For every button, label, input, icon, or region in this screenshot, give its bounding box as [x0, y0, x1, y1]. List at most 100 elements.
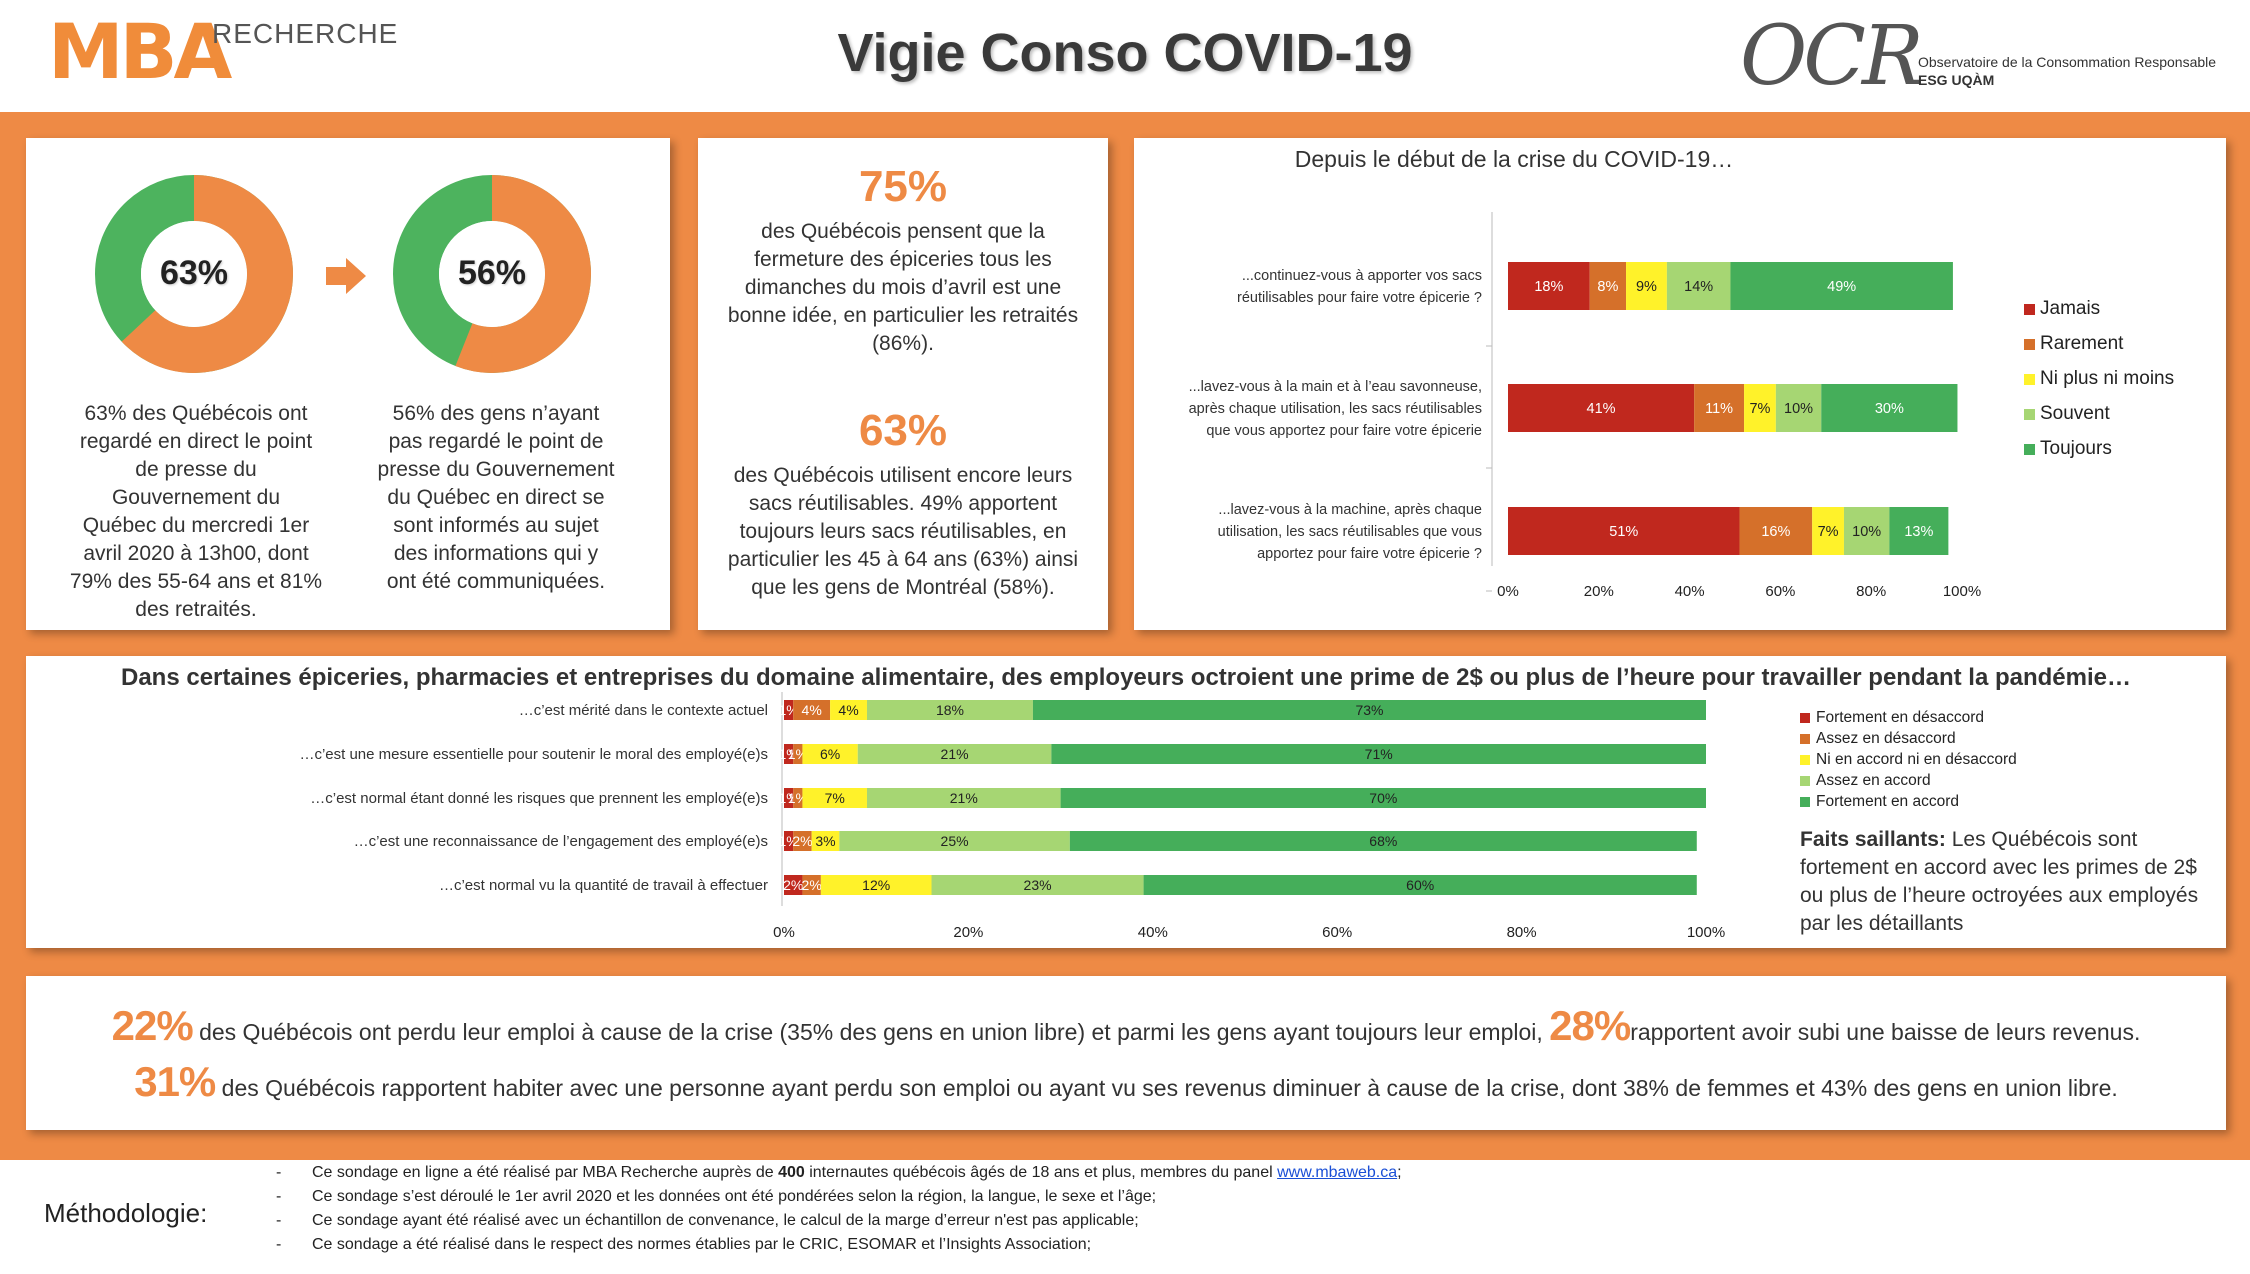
- legend-label: Fortement en désaccord: [1816, 709, 1984, 726]
- text-line: bonne idée, en particulier les retraités: [727, 304, 1079, 327]
- bar-segment: [784, 700, 794, 720]
- bar-segment: [820, 875, 932, 895]
- data-label: 21%: [941, 746, 969, 762]
- mbaweb-link[interactable]: www.mbaweb.ca: [1277, 1164, 1398, 1181]
- sacs-chart-panel: Depuis le début de la crise du COVID-19……: [1134, 138, 2226, 630]
- data-label: 30%: [1875, 401, 1904, 417]
- emploi-line-2: 31% des Québécois rapportent habiter ave…: [26, 1058, 2226, 1106]
- emploi-stat-28: 28%: [1549, 1002, 1631, 1049]
- faits-line-first: Faits saillants: Les Québécois sont: [1800, 826, 2220, 854]
- legend-swatch: [2024, 374, 2035, 385]
- bar-segment: [793, 700, 831, 720]
- category-label: après chaque utilisation, les sacs réuti…: [1189, 401, 1482, 417]
- legend-swatch: [1800, 776, 1810, 786]
- category-label: que vous apportez pour faire votre épice…: [1206, 423, 1482, 439]
- data-label: 73%: [1355, 702, 1383, 718]
- legend-label: Assez en accord: [1816, 772, 1931, 789]
- methodo-item: - Ce sondage ayant été réalisé avec un éc…: [276, 1212, 1139, 1229]
- emploi-text: rapportent avoir subi une baisse de leur…: [1630, 1019, 2141, 1045]
- bar-segment: [784, 744, 794, 764]
- legend-swatch: [2024, 409, 2035, 420]
- ocr-logo: OCR Observatoire de la Consommation Resp…: [1740, 16, 2216, 98]
- data-label: 25%: [941, 833, 969, 849]
- bar-segment: [1143, 875, 1697, 895]
- text-line: des Québécois utilisent encore leurs: [733, 464, 1073, 487]
- bar-segment: [1730, 262, 1953, 310]
- stat-big-number: 75%: [858, 162, 948, 211]
- mba-logo-text: MBA: [48, 7, 232, 96]
- bar-segment: [793, 788, 803, 808]
- bar-segment: [830, 700, 867, 720]
- bar-segment: [793, 744, 803, 764]
- data-label: 13%: [1904, 524, 1933, 540]
- donut-hole: [141, 221, 247, 327]
- emploi-panel: 22% des Québécois ont perdu leur emploi …: [26, 976, 2226, 1130]
- methodo-text: Ce sondage ayant été réalisé avec un éch…: [312, 1212, 1139, 1229]
- bar-segment: [1508, 507, 1740, 555]
- data-label: 9%: [1636, 279, 1657, 295]
- legend-swatch: [2024, 304, 2035, 315]
- bar-segment: [1666, 262, 1731, 310]
- bar-segment: [811, 831, 840, 851]
- x-tick-label: 20%: [953, 924, 983, 941]
- text-line: sacs réutilisables. 49% apportent: [748, 492, 1058, 515]
- bar-segment: [1589, 262, 1627, 310]
- methodo-text: Ce sondage en ligne a été réalisé par MB…: [312, 1164, 779, 1181]
- text-line: Gouvernement du: [111, 486, 281, 509]
- text-line: des informations qui y: [393, 542, 599, 565]
- text-line: presse du Gouvernement: [377, 458, 615, 481]
- legend-swatch: [1800, 797, 1810, 807]
- text-line: fortement en accord avec les primes de 2…: [1800, 856, 2197, 879]
- text-line: sont informés au sujet: [393, 514, 599, 537]
- data-label: 4%: [838, 702, 858, 718]
- x-tick-label: 100%: [1943, 583, 1981, 600]
- methodo-text: Ce sondage s’est déroulé le 1er avril 20…: [312, 1188, 1157, 1205]
- text-line: avril 2020 à 13h00, dont: [83, 542, 309, 565]
- emploi-line-1: 22% des Québécois ont perdu leur emploi …: [26, 1002, 2226, 1050]
- text-line: ont été communiquées.: [386, 570, 606, 593]
- data-label: 49%: [1827, 279, 1856, 295]
- donut-arc: [95, 175, 293, 373]
- header: MBA RECHERCHE Vigie Conso COVID-19 OCR O…: [0, 0, 2250, 112]
- arrow-right-icon: [326, 258, 366, 294]
- text-line: ou plus de l’heure octroyées aux employé…: [1800, 884, 2199, 907]
- data-label: 18%: [1534, 279, 1563, 295]
- methodo-text: internautes québécois âgés de 18 ans et …: [804, 1164, 1278, 1181]
- mba-recherche-logo: MBA RECHERCHE: [48, 7, 397, 96]
- bar-segment: [1051, 744, 1706, 764]
- donut-value-label: 63%: [159, 254, 229, 292]
- donuts-panel: 63% 56% 63% des Québécois ont regardé en…: [26, 138, 670, 630]
- text-line: des Québécois pensent que la: [761, 220, 1045, 243]
- data-label: 8%: [1597, 279, 1618, 295]
- data-label: 14%: [1684, 279, 1713, 295]
- legend-label: Toujours: [2040, 438, 2112, 459]
- data-label: 18%: [936, 702, 964, 718]
- sacs-chart: 0% 20% 40% 60% 80% 100% ...continuez-vous à ap…: [1189, 212, 2174, 600]
- category-label: …c’est normal étant donné les risques qu…: [310, 790, 768, 807]
- emploi-stat-22: 22%: [111, 1002, 194, 1049]
- legend-swatch: [1800, 713, 1810, 723]
- bar-segment: [802, 744, 858, 764]
- x-tick-label: 60%: [1322, 924, 1352, 941]
- ocr-name: Observatoire de la Consommation Responsa…: [1918, 54, 2217, 70]
- x-tick-label: 80%: [1507, 924, 1537, 941]
- bar-segment: [1739, 507, 1813, 555]
- legend-swatch: [1800, 734, 1810, 744]
- text-line: fermeture des épiceries tous les: [754, 248, 1052, 271]
- text-line: par les détaillants: [1800, 912, 1964, 935]
- data-label: 71%: [1365, 746, 1393, 762]
- bar-segment: [784, 788, 794, 808]
- data-label: 2%: [792, 833, 812, 849]
- donut-hole: [439, 221, 545, 327]
- text-line: du Québec en direct se: [387, 486, 605, 509]
- donut-chart-live: 63%: [94, 174, 294, 374]
- emploi-text: des Québécois rapportent habiter avec un…: [215, 1075, 2118, 1101]
- ocr-school: ESG UQÀM: [1918, 72, 1995, 88]
- donut-description-informed: 56% des gens n’ayant pas regardé le poin…: [356, 400, 636, 596]
- methodologie-label: Méthodologie:: [44, 1198, 208, 1228]
- bar-segment: [839, 831, 1070, 851]
- bar-segment: [1069, 831, 1697, 851]
- legend-label: Jamais: [2040, 298, 2100, 319]
- bar-segment: [793, 831, 812, 851]
- bar-segment: [1812, 507, 1844, 555]
